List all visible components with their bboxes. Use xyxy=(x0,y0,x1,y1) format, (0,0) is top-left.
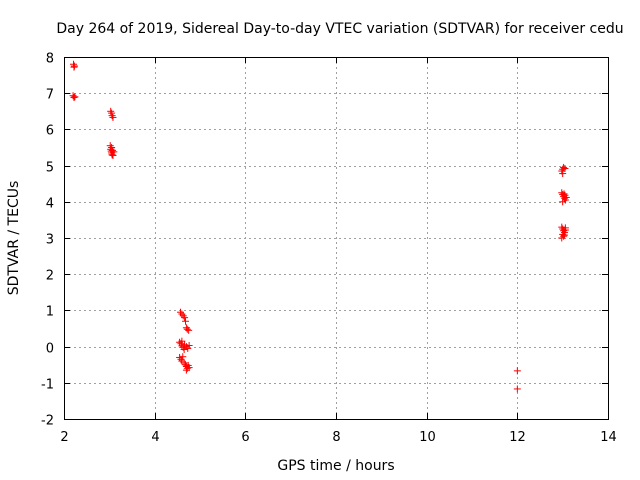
data-point xyxy=(110,148,118,156)
y-tick-label: 0 xyxy=(46,342,54,357)
x-tick-label: 4 xyxy=(151,430,159,445)
data-point xyxy=(185,342,193,350)
data-point xyxy=(177,308,185,316)
y-tick-label: 8 xyxy=(46,52,54,67)
grid xyxy=(64,57,608,419)
data-point xyxy=(513,367,521,375)
data-point xyxy=(559,230,567,238)
data-point xyxy=(108,112,116,120)
data-point xyxy=(558,223,566,231)
data-point xyxy=(180,345,188,353)
data-point xyxy=(71,93,79,101)
data-point xyxy=(109,113,117,121)
data-point xyxy=(183,325,191,333)
data-point xyxy=(185,326,193,334)
data-point xyxy=(513,385,521,393)
data-point xyxy=(70,94,78,102)
data-point xyxy=(560,232,568,240)
data-point xyxy=(179,312,187,320)
data-point xyxy=(559,198,567,206)
data-point xyxy=(560,231,568,239)
x-tick-label: 14 xyxy=(600,430,617,445)
x-tick-label: 6 xyxy=(241,430,249,445)
data-points xyxy=(69,60,570,393)
data-point xyxy=(70,62,78,70)
data-point xyxy=(560,190,568,198)
data-point xyxy=(180,359,188,367)
data-point xyxy=(69,92,77,100)
y-tick-label: 4 xyxy=(46,197,54,212)
data-point xyxy=(178,337,186,345)
data-point xyxy=(181,317,189,325)
x-tick-label: 2 xyxy=(60,430,68,445)
data-point xyxy=(560,163,568,171)
x-tick-labels: 2 4 6 8 10 12 14 xyxy=(60,430,616,445)
y-tick-label: 5 xyxy=(46,161,54,176)
y-tick-label: 6 xyxy=(46,124,54,139)
data-point xyxy=(182,366,190,374)
y-axis-label: SDTVAR / TECUs xyxy=(6,181,22,296)
x-tick-label: 8 xyxy=(332,430,340,445)
data-point xyxy=(559,170,567,178)
data-point xyxy=(184,344,192,352)
data-point xyxy=(561,224,569,232)
data-point xyxy=(561,164,569,172)
y-tick-labels: -2 -1 0 1 2 3 4 5 6 7 8 xyxy=(41,52,54,429)
data-point xyxy=(176,353,184,361)
data-point xyxy=(179,353,187,361)
plot-frame xyxy=(64,57,609,420)
y-tick-label: 3 xyxy=(46,233,54,248)
data-point xyxy=(178,310,186,318)
y-tick-label: 1 xyxy=(46,305,54,320)
data-point xyxy=(181,314,189,322)
y-tick-label: -2 xyxy=(41,414,54,429)
y-tick-label: 2 xyxy=(46,269,54,284)
data-point xyxy=(183,364,191,372)
y-tick-label: 7 xyxy=(46,88,54,103)
data-point xyxy=(109,151,117,159)
data-point xyxy=(108,144,116,151)
x-axis-label: GPS time / hours xyxy=(277,458,394,474)
x-tick-label: 12 xyxy=(509,430,526,445)
chart-title: Day 264 of 2019, Sidereal Day-to-day VTE… xyxy=(56,21,623,37)
x-tick-label: 10 xyxy=(419,430,436,445)
data-point xyxy=(561,191,569,199)
y-tick-label: -1 xyxy=(41,378,54,393)
data-point xyxy=(107,107,115,115)
